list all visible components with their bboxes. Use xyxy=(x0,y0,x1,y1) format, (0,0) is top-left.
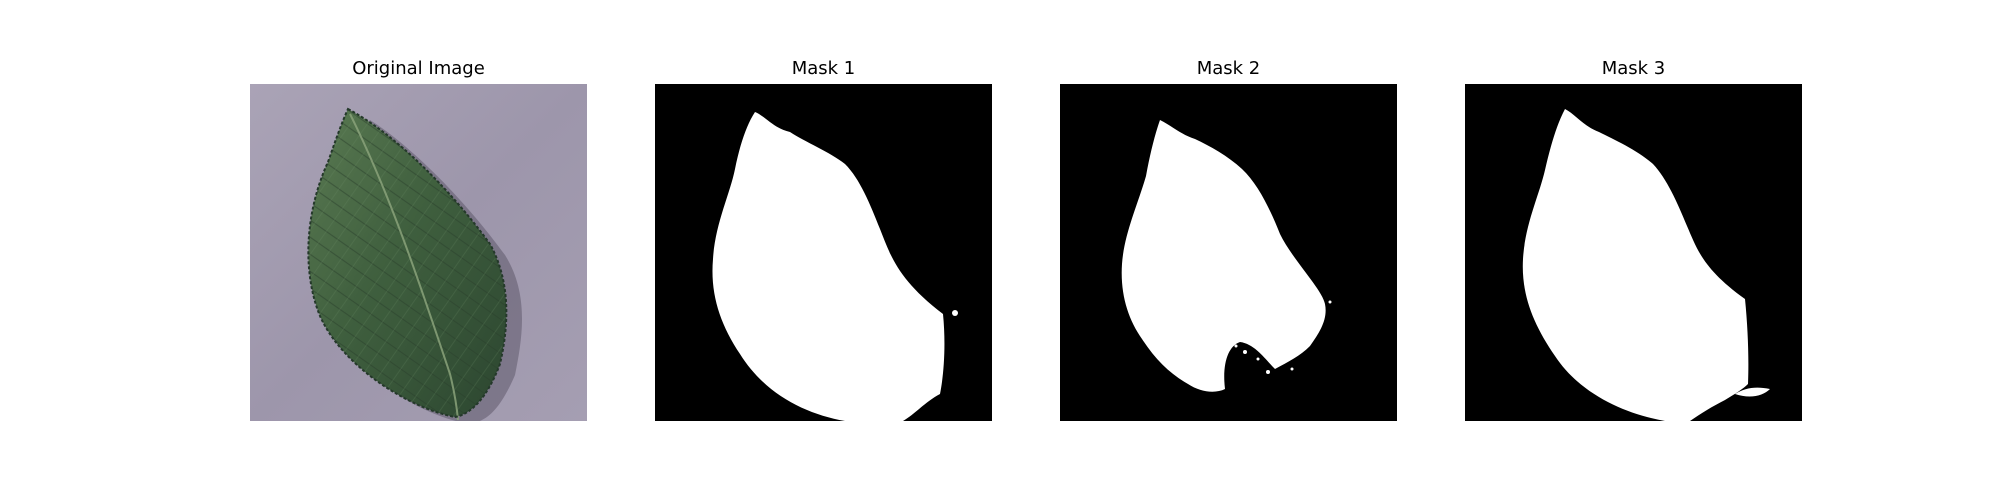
panel-title: Mask 2 xyxy=(1196,58,1261,79)
mask-region xyxy=(712,112,945,421)
leaf-body xyxy=(307,107,508,421)
panel-mask-2: Mask 2 xyxy=(1060,0,1397,500)
panel-title: Mask 3 xyxy=(1601,58,1666,79)
mask-3-image xyxy=(1465,84,1802,421)
panel-title: Original Image xyxy=(352,58,485,79)
panel-original-image: Original Image xyxy=(250,0,587,500)
mask-2-image xyxy=(1060,84,1397,421)
original-leaf-photo xyxy=(250,84,587,421)
panel-mask-3: Mask 3 xyxy=(1465,0,1802,500)
panel-title: Mask 1 xyxy=(791,58,856,79)
mask-region xyxy=(1121,120,1326,392)
panel-mask-1: Mask 1 xyxy=(655,0,992,500)
mask-region xyxy=(1522,109,1749,421)
mask-1-image xyxy=(655,84,992,421)
